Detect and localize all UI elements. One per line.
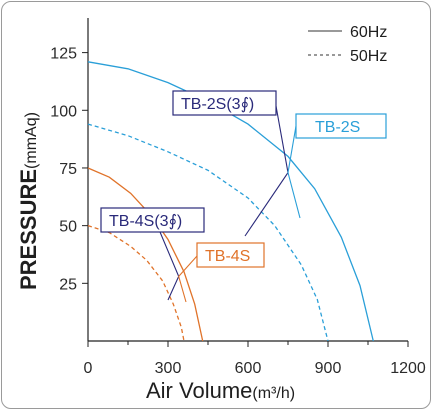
- x-tick-label: 300: [155, 360, 182, 377]
- x-tick-label: 600: [235, 360, 262, 377]
- y-tick-label: 25: [59, 276, 77, 293]
- legend-50hz-label: 50Hz: [350, 48, 387, 65]
- x-tick-label: 0: [84, 360, 93, 377]
- y-tick-label: 125: [50, 46, 77, 63]
- label-tb2s: TB-2S: [315, 119, 360, 136]
- series-tb4s-50hz: [87, 224, 185, 342]
- y-axis-label: PRESSURE: [16, 169, 41, 290]
- series-tb2s-60hz: [87, 61, 374, 342]
- y-axis-title: PRESSURE(mmAq): [16, 112, 41, 290]
- label-tb4s-3phase: TB-4S(3∮): [109, 213, 182, 230]
- series-tb2s-50hz: [87, 123, 329, 342]
- x-tick-label: 1200: [390, 360, 426, 377]
- legend-60hz-label: 60Hz: [350, 24, 387, 41]
- x-axis-unit: (m³/h): [252, 385, 295, 402]
- label-box-tb2s: [295, 113, 387, 139]
- x-tick-label: 900: [315, 360, 342, 377]
- y-tick-label: 50: [59, 219, 77, 236]
- x-axis-label: Air Volume: [146, 378, 252, 403]
- label-tb4s: TB-4S: [205, 248, 250, 265]
- y-axis-unit: (mmAq): [23, 112, 40, 169]
- label-box-tb2s-3phase: [172, 90, 277, 116]
- y-tick-label: 100: [50, 103, 77, 120]
- leader-tb4s: [178, 255, 198, 303]
- x-axis-title: Air Volume(m³/h): [146, 378, 295, 403]
- series-tb4s-60hz: [87, 167, 204, 342]
- label-box-tb4s: [196, 242, 265, 268]
- leader-tb2s: [287, 125, 301, 219]
- label-tb2s-3phase: TB-2S(3∮): [181, 96, 254, 113]
- label-box-tb4s-3phase: [100, 207, 205, 233]
- y-tick-label: 75: [59, 161, 77, 178]
